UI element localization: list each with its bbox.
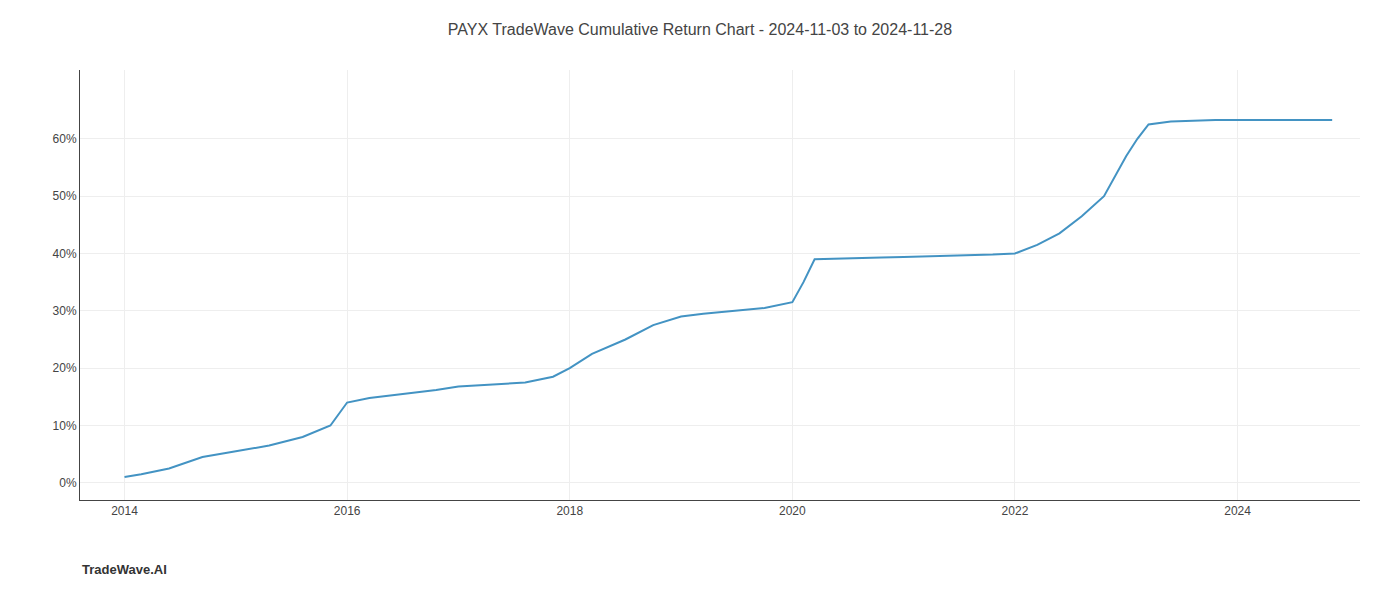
svg-text:PAYX TradeWave Cumulative Retu: PAYX TradeWave Cumulative Return Chart -… xyxy=(448,21,952,38)
svg-text:40%: 40% xyxy=(53,247,77,261)
svg-text:50%: 50% xyxy=(53,189,77,203)
svg-text:2024: 2024 xyxy=(1224,504,1251,518)
svg-text:2018: 2018 xyxy=(556,504,583,518)
svg-text:2014: 2014 xyxy=(111,504,138,518)
svg-text:10%: 10% xyxy=(53,419,77,433)
svg-text:0%: 0% xyxy=(59,476,77,490)
svg-text:60%: 60% xyxy=(53,132,77,146)
svg-text:2022: 2022 xyxy=(1002,504,1029,518)
svg-text:2016: 2016 xyxy=(334,504,361,518)
svg-text:2020: 2020 xyxy=(779,504,806,518)
svg-text:TradeWave.AI: TradeWave.AI xyxy=(82,562,167,577)
svg-text:30%: 30% xyxy=(53,304,77,318)
svg-text:20%: 20% xyxy=(53,361,77,375)
